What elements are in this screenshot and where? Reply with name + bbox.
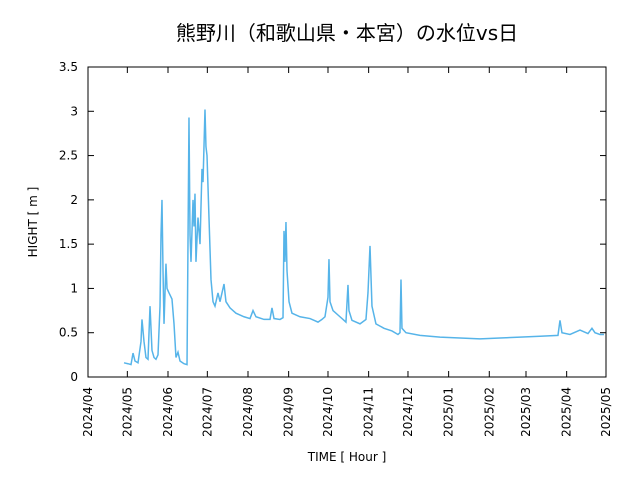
y-tick-label: 0.5 [59,326,78,340]
y-tick-label: 2 [70,193,78,207]
chart-title: 熊野川（和歌山県・本宮）の水位vs日 [176,21,518,45]
x-tick-label: 2025/05 [599,387,613,437]
x-tick-label: 2024/09 [282,387,296,437]
x-tick-label: 2024/07 [200,387,214,437]
x-tick-label: 2025/03 [519,387,533,437]
y-tick-label: 1.5 [59,237,78,251]
x-tick-label: 2025/01 [442,387,456,437]
x-tick-label: 2024/12 [401,387,415,437]
plot-frame [87,66,607,378]
x-tick-label: 2025/02 [482,387,496,437]
x-tick-label: 2024/06 [161,387,175,437]
x-axis-label: TIME [ Hour ] [307,450,387,464]
x-tick-label: 2024/11 [362,387,376,437]
y-tick-label: 3.5 [59,60,78,74]
y-tick-label: 1 [70,281,78,295]
y-axis-label: HIGHT [ m ] [26,187,40,258]
y-tick-label: 2.5 [59,149,78,163]
x-tick-label: 2024/04 [81,387,95,437]
y-tick-label: 0 [70,370,78,384]
y-tick-label: 3 [70,104,78,118]
x-tick-label: 2025/04 [560,387,574,437]
x-tick-label: 2024/05 [120,387,134,437]
data-line [123,109,604,366]
x-tick-label: 2024/10 [321,387,335,437]
x-tick-label: 2024/08 [241,387,255,437]
